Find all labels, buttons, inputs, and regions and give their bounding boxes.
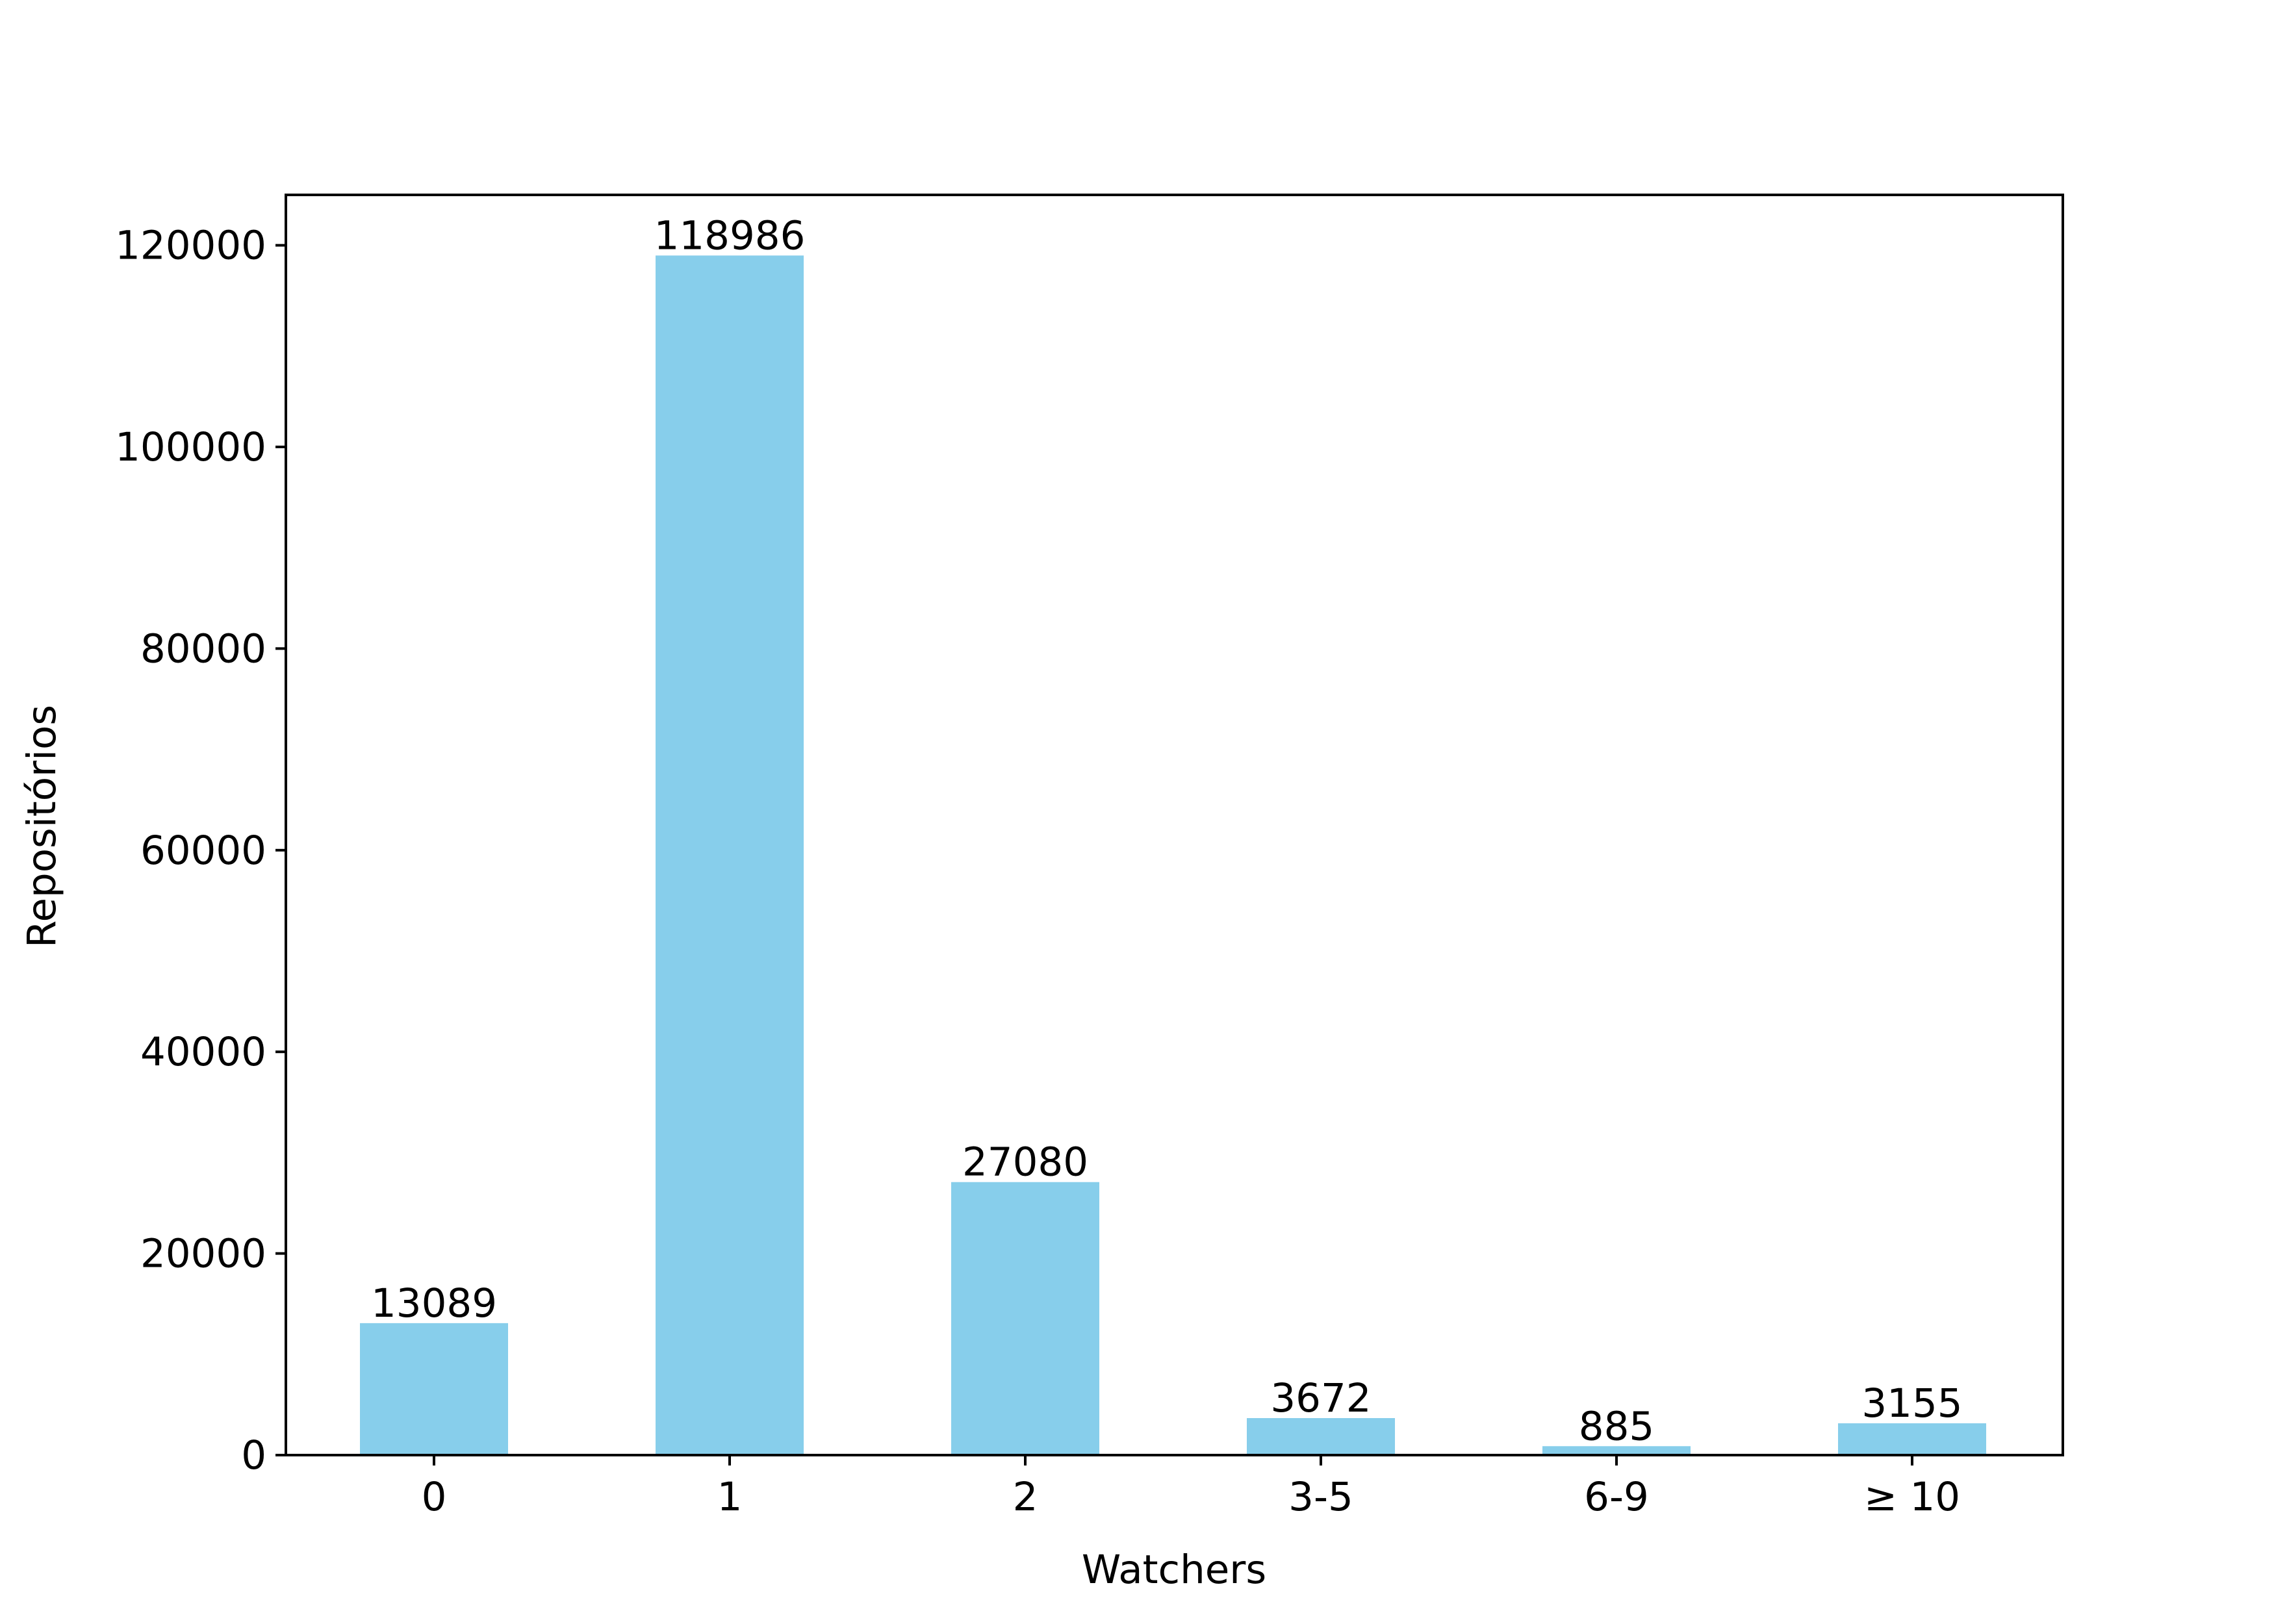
y-tick-label-5: 100000	[115, 424, 266, 470]
plot-frame	[285, 194, 2064, 1456]
data-label-1: 118986	[654, 212, 806, 259]
data-label-0: 13089	[371, 1280, 497, 1326]
y-tick-label-2: 40000	[140, 1029, 266, 1075]
x-tick-label-4: 6-9	[1584, 1474, 1649, 1520]
x-axis: 0 1 2 3-5 6-9 ≥ 10	[422, 1455, 1960, 1520]
y-tick-label-6: 120000	[115, 223, 266, 269]
bar-3	[1247, 1418, 1395, 1455]
data-labels-group: 13089 118986 27080 3672 885 3155	[371, 212, 1963, 1449]
x-tick-label-3: 3-5	[1288, 1474, 1353, 1520]
data-label-5: 3155	[1861, 1380, 1962, 1427]
y-axis-title: Repositórios	[19, 705, 65, 948]
x-tick-label-0: 0	[422, 1474, 447, 1520]
y-axis: 0 20000 40000 60000 80000 100000 120000	[115, 223, 286, 1478]
bar-0	[360, 1323, 508, 1455]
x-tick-label-5: ≥ 10	[1864, 1474, 1960, 1520]
x-tick-label-1: 1	[717, 1474, 743, 1520]
x-axis-title: Watchers	[1082, 1547, 1266, 1593]
data-label-4: 885	[1579, 1403, 1654, 1449]
y-tick-label-1: 20000	[140, 1231, 266, 1277]
data-label-2: 27080	[962, 1139, 1088, 1186]
x-tick-label-2: 2	[1013, 1474, 1038, 1520]
bars-group	[360, 255, 1986, 1455]
data-label-3: 3672	[1270, 1375, 1371, 1421]
bar-1	[656, 255, 804, 1455]
bar-2	[951, 1182, 1099, 1455]
y-tick-label-0: 0	[241, 1432, 266, 1478]
bar-5	[1838, 1423, 1986, 1455]
bar-4	[1542, 1446, 1691, 1455]
y-tick-label-3: 60000	[140, 828, 266, 874]
y-tick-label-4: 80000	[140, 626, 266, 672]
